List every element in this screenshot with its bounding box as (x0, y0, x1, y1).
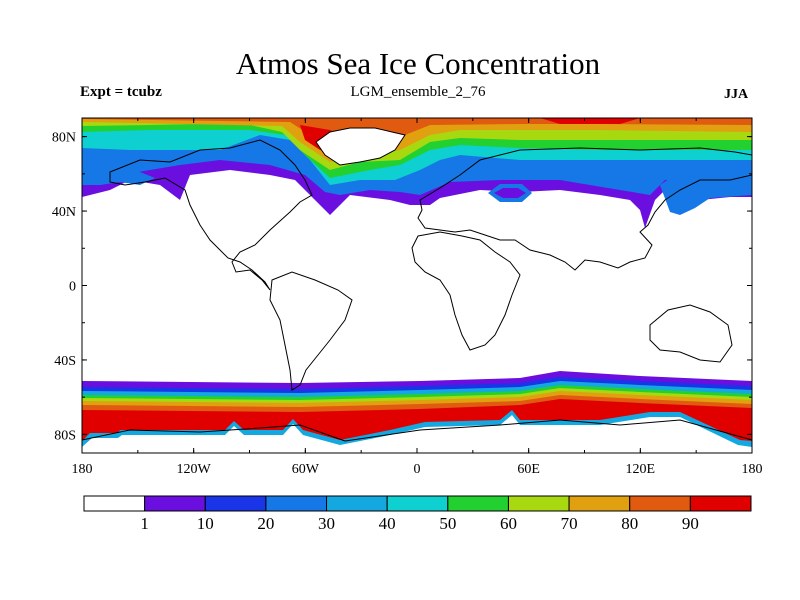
ice-north-5 (82, 118, 752, 170)
lat-label: 80S (54, 428, 76, 443)
colorbar-label: 30 (318, 514, 335, 533)
colorbar-label: 60 (500, 514, 517, 533)
colorbar-swatch (83, 495, 146, 512)
colorbar-swatch (447, 495, 509, 512)
lon-label: 0 (414, 462, 421, 477)
antarctica-land (82, 415, 752, 453)
experiment-label: Expt = tcubz (80, 84, 162, 100)
south-america-outline (269, 271, 353, 391)
colorbar-swatch (204, 495, 267, 512)
lat-label: 40N (52, 205, 76, 220)
north-america-outline (109, 139, 313, 291)
colorbar-swatch (326, 495, 388, 512)
colorbar-label: 90 (682, 514, 699, 533)
colorbar-label: 20 (257, 514, 274, 533)
ice-okhotsk (660, 170, 752, 215)
colorbar-swatch (568, 495, 631, 512)
colorbar-swatch (507, 495, 570, 512)
colorbar-swatch (144, 495, 206, 512)
antarctica-outline (81, 419, 753, 442)
ensemble-label: LGM_ensemble_2_76 (350, 84, 486, 100)
ice-north-9 (540, 118, 640, 124)
colorbar-label: 1 (140, 514, 149, 533)
ice-field (82, 118, 752, 453)
colorbar-swatch (689, 495, 752, 512)
lat-label: 80N (52, 131, 76, 146)
colorbar-label: 80 (621, 514, 638, 533)
australia-outline (649, 304, 733, 363)
colorbar-label: 50 (439, 514, 456, 533)
greenland-outline (315, 127, 406, 166)
continent-outlines (81, 127, 753, 442)
longitude-axis: 180 120W 60W 0 60E 120E 180 (72, 118, 763, 477)
colorbar-label: 10 (197, 514, 214, 533)
ice-north-7 (82, 118, 752, 150)
lon-label: 120E (626, 462, 656, 477)
lon-label: 120W (177, 462, 212, 477)
ice-caspian-inner (494, 188, 526, 198)
colorbar-swatch (386, 495, 449, 512)
africa-outline (411, 231, 521, 351)
season-label: JJA (724, 87, 749, 102)
europe-asia-outline (417, 147, 753, 271)
lat-label: 0 (69, 280, 76, 295)
lon-label: 180 (72, 462, 93, 477)
colorbar-swatch (265, 495, 328, 512)
lon-label: 60E (517, 462, 540, 477)
page-title: Atmos Sea Ice Concentration (235, 46, 601, 81)
lon-label: 180 (742, 462, 763, 477)
greenland-land (316, 128, 405, 165)
colorbar-swatch (629, 495, 691, 512)
latitude-axis: 80N 40N 0 40S 80S (52, 131, 752, 443)
ice-bering (82, 165, 155, 185)
lon-label: 60W (292, 462, 320, 477)
colorbar-label: 70 (561, 514, 578, 533)
colorbar-label: 40 (379, 514, 396, 533)
ice-north-6 (82, 118, 752, 162)
lat-label: 40S (54, 354, 76, 369)
colorbar: 1 10 20 30 40 50 60 70 80 90 (83, 495, 752, 533)
